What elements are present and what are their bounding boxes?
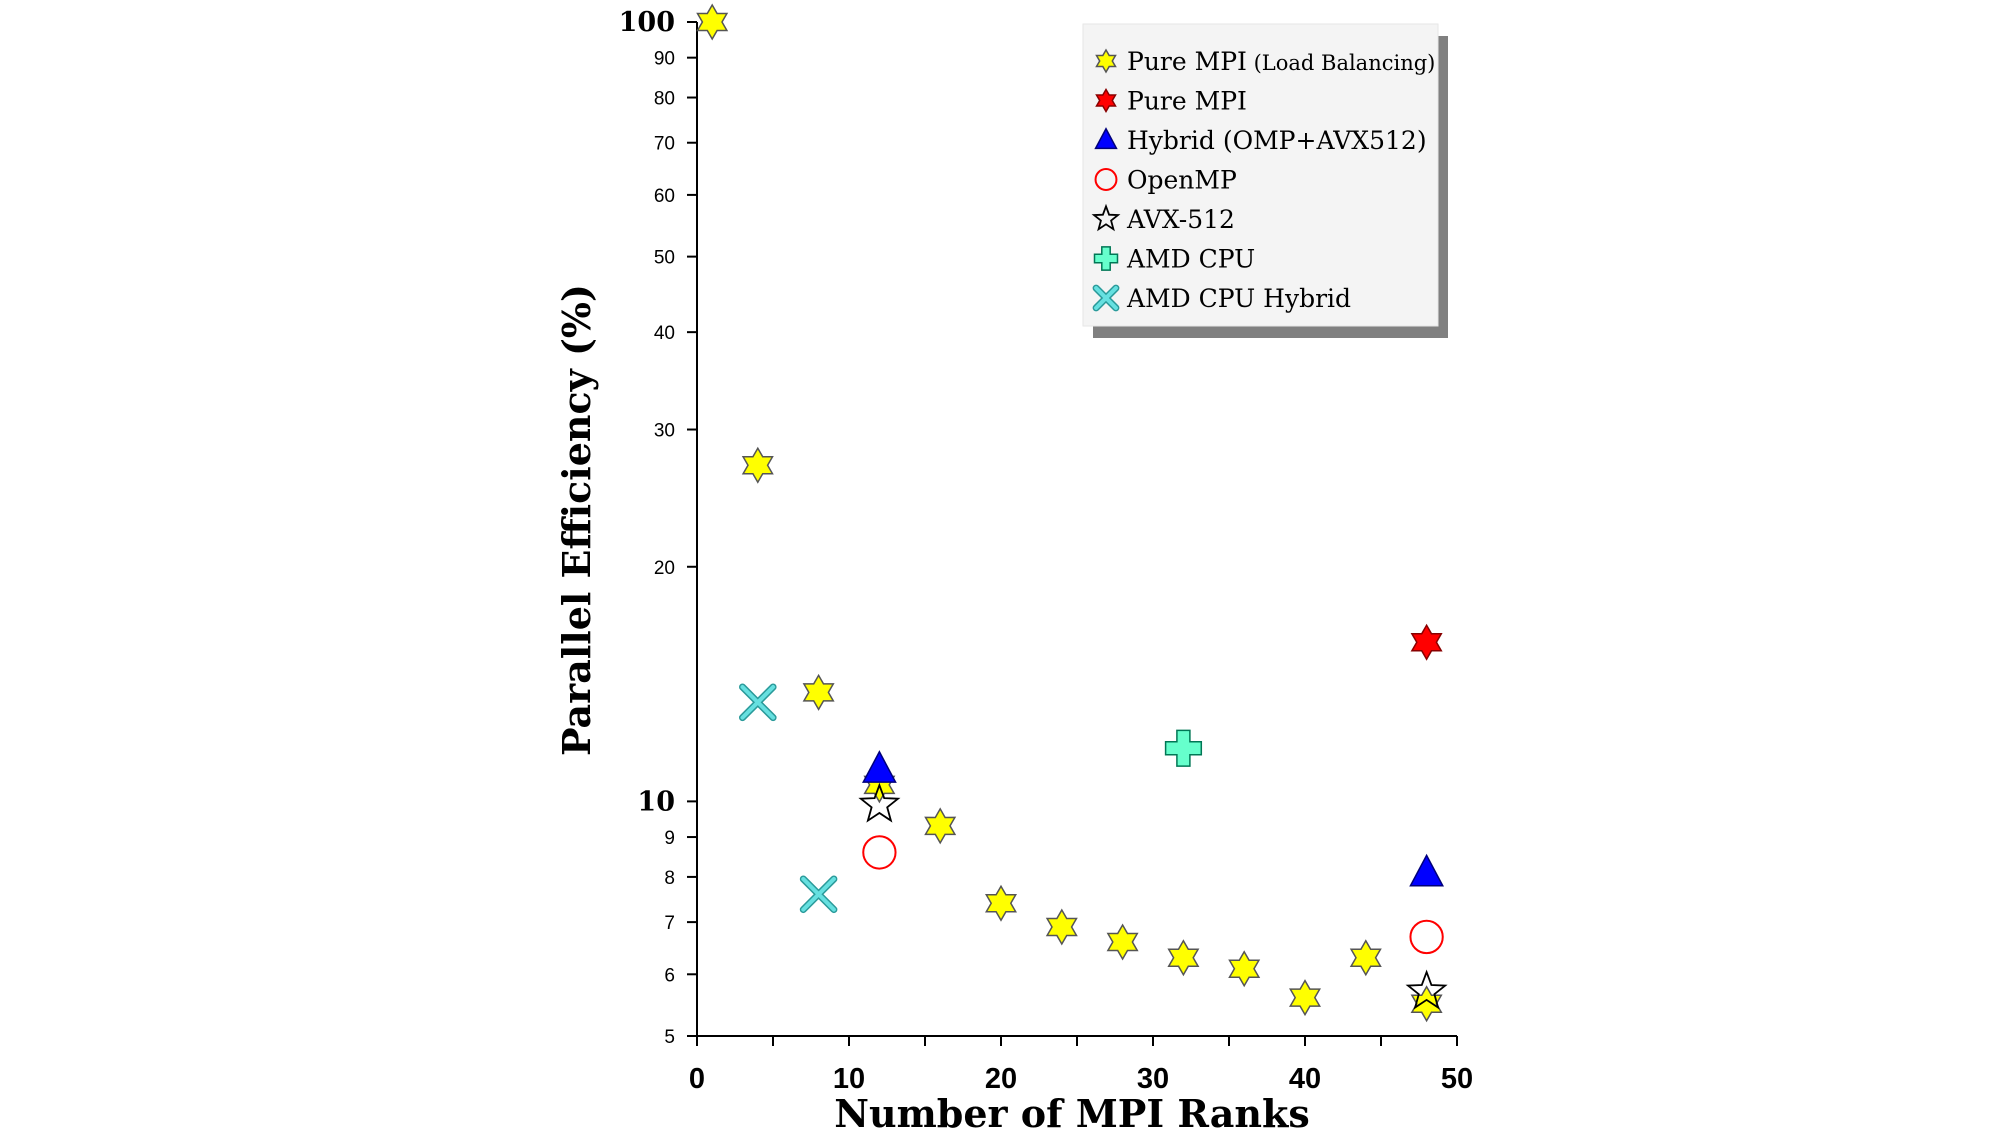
y-tick-label: 8 (664, 868, 675, 889)
y-tick-label: 30 (654, 421, 675, 442)
x-tick-label: 20 (985, 1063, 1017, 1095)
data-point-hybrid-omp-avx512 (862, 750, 897, 783)
y-tick-label: 7 (664, 913, 675, 934)
y-tick-label: 40 (654, 323, 675, 344)
legend-label-openmp: OpenMP (1127, 166, 1237, 195)
data-point-pure-mpi (1410, 623, 1443, 661)
x-tick-label: 30 (1137, 1063, 1169, 1095)
x-tick-label: 50 (1441, 1063, 1473, 1095)
data-point-pure-mpi-load-balancing (741, 446, 774, 484)
legend-label-hybrid-omp-avx512: Hybrid (OMP+AVX512) (1127, 126, 1427, 155)
legend-marker-amd-cpu-hybrid (1092, 284, 1120, 312)
data-point-openmp (862, 835, 897, 870)
data-point-pure-mpi-load-balancing (985, 884, 1017, 922)
legend-marker-pure-mpi (1095, 88, 1117, 113)
legend-marker-amd-cpu (1093, 246, 1119, 271)
legend-marker-openmp (1094, 168, 1118, 191)
series-openmp (862, 835, 1444, 955)
data-point-pure-mpi-load-balancing (1349, 939, 1382, 977)
series-avx-512 (858, 782, 1448, 1010)
data-point-pure-mpi-load-balancing (802, 673, 835, 711)
data-point-pure-mpi-load-balancing (1228, 950, 1261, 988)
y-tick-label: 80 (654, 89, 675, 110)
data-point-pure-mpi-load-balancing (696, 3, 729, 41)
legend-label-suffix: (Load Balancing) (1247, 51, 1435, 75)
legend-label-name: Hybrid (OMP+AVX512) (1127, 126, 1427, 155)
legend-label-pure-mpi-load-balancing: Pure MPI (Load Balancing) (1127, 47, 1435, 76)
y-tick-label: 100 (619, 7, 675, 38)
series-pure-mpi (1410, 623, 1443, 661)
x-tick-label: 0 (689, 1063, 705, 1095)
data-point-pure-mpi-load-balancing (1045, 908, 1078, 946)
legend-label-name: Pure MPI (1127, 47, 1247, 76)
legend-marker-avx-512 (1091, 203, 1121, 232)
y-tick-label: 90 (654, 49, 675, 70)
legend-label-name: Pure MPI (1127, 87, 1247, 116)
legend-label-name: AMD CPU (1126, 245, 1255, 274)
series-amd-cpu-hybrid (739, 683, 838, 914)
x-tick-label: 10 (833, 1063, 865, 1095)
legend-label-amd-cpu-hybrid: AMD CPU Hybrid (1126, 284, 1351, 313)
data-point-pure-mpi-load-balancing (1167, 939, 1200, 977)
points-layer (696, 3, 1448, 1023)
legend-label-name: OpenMP (1127, 166, 1237, 195)
y-tick-label: 10 (637, 786, 675, 817)
legend-label-amd-cpu: AMD CPU (1126, 245, 1255, 274)
data-point-amd-cpu (1164, 729, 1203, 767)
x-tick-label: 40 (1289, 1063, 1321, 1095)
series-hybrid-omp-avx512 (862, 750, 1444, 887)
y-tick-label: 20 (654, 558, 675, 579)
data-point-openmp (1409, 919, 1444, 955)
data-point-avx-512 (858, 782, 901, 823)
data-point-hybrid-omp-avx512 (1409, 853, 1444, 887)
data-point-amd-cpu-hybrid (739, 683, 777, 722)
y-tick-label: 9 (664, 828, 675, 849)
y-tick-label: 50 (654, 248, 675, 269)
legend-label-name: AVX-512 (1126, 205, 1235, 234)
y-tick-label: 5 (664, 1027, 675, 1048)
series-amd-cpu (1164, 729, 1203, 767)
data-point-avx-512 (1405, 969, 1448, 1010)
legend-label-name: AMD CPU Hybrid (1126, 284, 1351, 313)
data-point-pure-mpi-load-balancing (1106, 923, 1139, 961)
y-tick-label: 70 (654, 134, 675, 155)
legend-box (1082, 23, 1439, 327)
data-point-pure-mpi-load-balancing (1289, 979, 1321, 1017)
y-axis-title: Parallel Efficiency (%) (554, 284, 599, 756)
data-point-pure-mpi-load-balancing (924, 807, 957, 845)
legend-marker-hybrid-omp-avx512 (1094, 127, 1118, 150)
data-point-amd-cpu-hybrid (799, 875, 838, 914)
x-axis-title: Number of MPI Ranks (834, 1091, 1310, 1136)
y-tick-label: 6 (664, 965, 675, 986)
ticks-layer: 100 90 80 70 60 50 40 30 20 10 9 8 7 6 50 10 20 30 40 50 (619, 7, 1474, 1095)
legend-label-avx-512: AVX-512 (1126, 205, 1235, 234)
legend: Pure MPI (Load Balancing)Pure MPIHybrid … (1082, 23, 1448, 338)
legend-marker-pure-mpi-load-balancing (1095, 48, 1117, 74)
y-tick-label: 60 (654, 186, 675, 207)
legend-label-pure-mpi: Pure MPI (1127, 87, 1247, 116)
